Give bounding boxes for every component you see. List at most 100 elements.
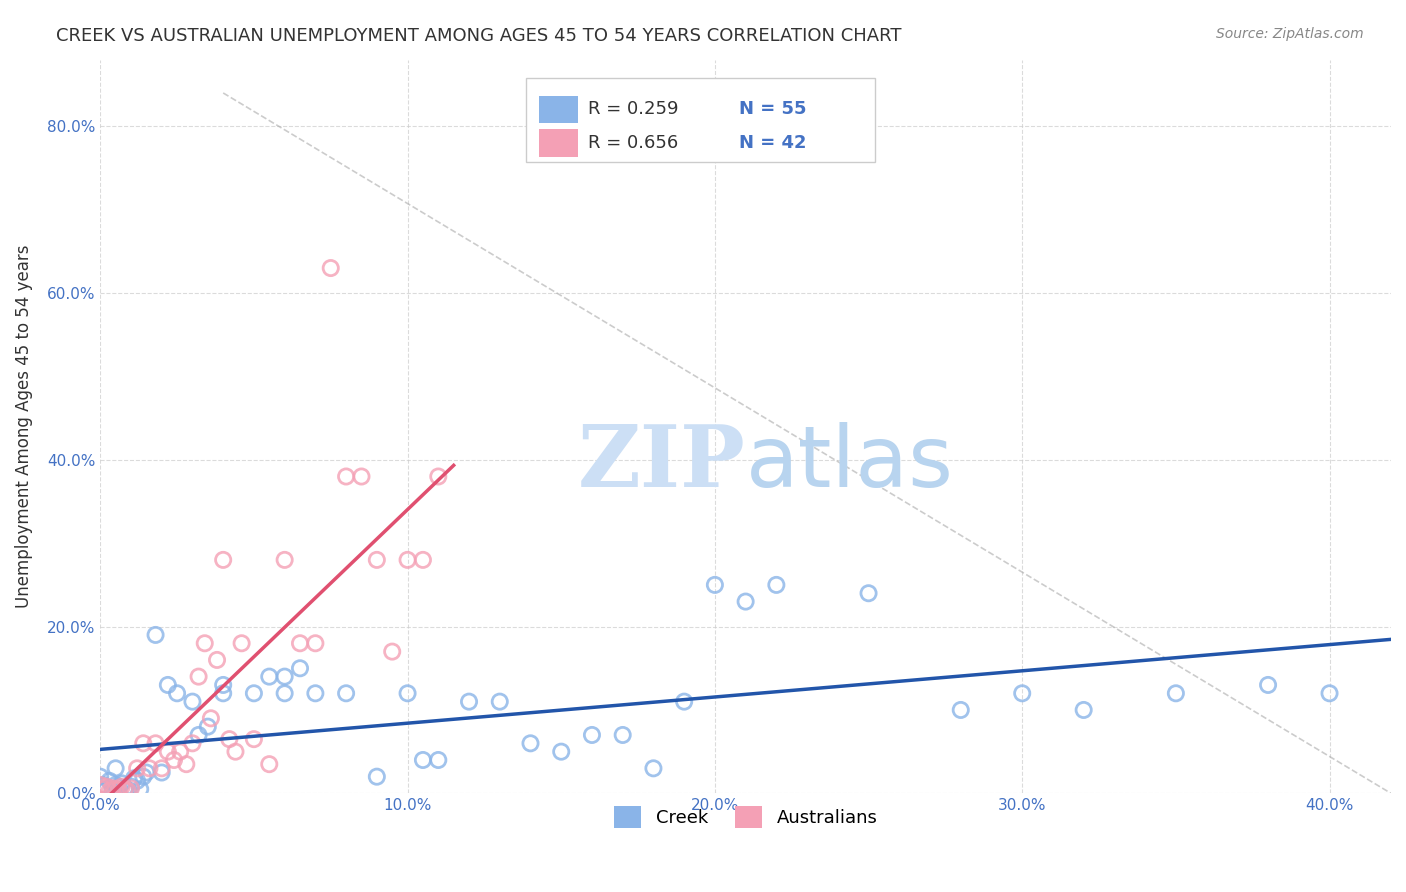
Point [1073,703,1095,717]
Point [350,469,373,483]
Point [120,780,142,794]
Point [212,553,235,567]
Point [319,261,342,276]
Point [117,783,139,797]
Point [96,780,118,794]
Point [114,781,136,796]
Point [218,732,240,747]
Point [111,780,134,794]
Point [132,770,155,784]
Point [1011,686,1033,700]
Point [231,636,253,650]
Point [427,753,450,767]
Point [412,553,434,567]
FancyBboxPatch shape [538,95,578,123]
Text: N = 55: N = 55 [740,100,807,118]
Point [1319,686,1341,700]
Point [187,670,209,684]
Point [366,553,388,567]
Point [101,782,124,797]
Point [129,782,152,797]
Point [273,553,295,567]
Point [243,686,266,700]
Point [194,636,217,650]
Point [200,711,222,725]
Point [91,778,114,792]
Point [412,753,434,767]
Point [1257,678,1279,692]
Point [550,745,572,759]
Point [96,782,118,797]
Point [166,686,188,700]
Point [519,736,541,750]
Point [205,653,228,667]
Point [288,636,311,650]
Point [107,780,129,794]
Point [122,772,145,786]
Point [150,761,173,775]
Point [89,770,111,784]
Point [176,757,198,772]
Point [181,695,204,709]
Point [703,578,725,592]
Point [91,782,114,797]
FancyBboxPatch shape [526,78,875,162]
Point [150,765,173,780]
Point [156,745,179,759]
Point [643,761,665,775]
Point [243,732,266,747]
Point [104,761,127,775]
Text: R = 0.656: R = 0.656 [588,134,679,152]
Point [135,765,157,780]
Point [181,736,204,750]
Text: N = 42: N = 42 [740,134,807,152]
Point [396,686,419,700]
Point [127,761,149,775]
Point [145,736,167,750]
Text: ZIP: ZIP [578,421,745,505]
Point [734,594,756,608]
Point [224,745,246,759]
Point [187,728,209,742]
Point [304,636,326,650]
Point [765,578,787,592]
Point [212,678,235,692]
Point [949,703,972,717]
Point [581,728,603,742]
Point [304,686,326,700]
Point [259,757,281,772]
Point [366,770,388,784]
Point [132,736,155,750]
Point [396,553,419,567]
Point [138,761,160,775]
Point [288,661,311,675]
Text: Source: ZipAtlas.com: Source: ZipAtlas.com [1216,27,1364,41]
Point [101,781,124,796]
Point [1164,686,1187,700]
Point [111,776,134,790]
Point [858,586,880,600]
Point [212,686,235,700]
Point [107,783,129,797]
Point [259,670,281,684]
Y-axis label: Unemployment Among Ages 45 to 54 years: Unemployment Among Ages 45 to 54 years [15,244,32,608]
Point [156,678,179,692]
Point [458,695,481,709]
Text: CREEK VS AUSTRALIAN UNEMPLOYMENT AMONG AGES 45 TO 54 YEARS CORRELATION CHART: CREEK VS AUSTRALIAN UNEMPLOYMENT AMONG A… [56,27,901,45]
Point [488,695,510,709]
Point [169,745,191,759]
Point [381,644,404,658]
Point [197,720,219,734]
Text: atlas: atlas [745,422,953,505]
Point [127,773,149,788]
FancyBboxPatch shape [538,129,578,157]
Point [117,784,139,798]
Point [163,753,186,767]
Point [273,686,295,700]
Point [673,695,696,709]
Point [612,728,634,742]
Point [120,781,142,796]
Point [335,469,357,483]
Point [273,670,295,684]
Legend: Creek, Australians: Creek, Australians [607,799,884,836]
